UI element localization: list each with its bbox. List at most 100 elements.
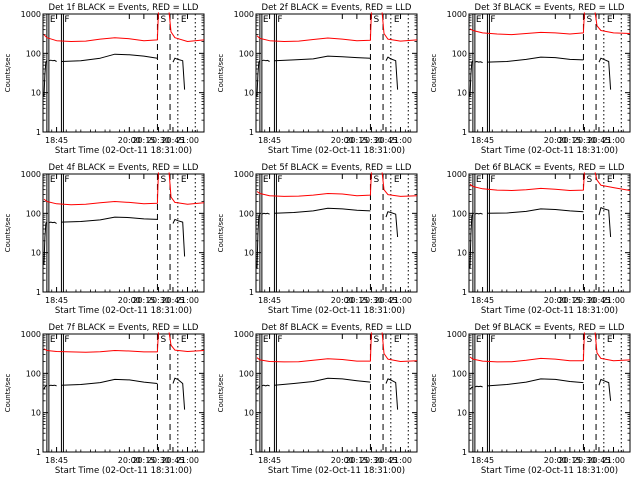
marker-label: E <box>263 335 269 345</box>
y-tick-label: 100 <box>239 369 254 378</box>
marker-label: E <box>263 15 269 25</box>
panel-title: Det 6f BLACK = Events, RED = LLD <box>475 163 625 173</box>
lld-series-line <box>168 332 205 352</box>
events-series-line <box>48 221 57 224</box>
x-tick-label: 20:00 <box>331 136 354 145</box>
x-tick-label: 20:00 <box>544 456 567 465</box>
x-tick-label: 20:15 <box>132 136 155 145</box>
lld-series-line <box>381 172 418 197</box>
lld-series-line <box>256 12 372 42</box>
y-tick-label: 1000 <box>234 330 254 339</box>
marker-label: F <box>490 175 495 185</box>
x-tick-label: 20:30 <box>573 456 596 465</box>
x-tick-label: 20:15 <box>558 296 581 305</box>
x-tick-label: 20:15 <box>558 136 581 145</box>
y-tick-label: 100 <box>452 49 467 58</box>
x-tick-label: 20:30 <box>573 296 596 305</box>
y-tick-label: 1000 <box>234 170 254 179</box>
y-axis-label: Counts/sec <box>217 374 225 413</box>
x-tick-label: 20:30 <box>360 296 383 305</box>
y-axis-label: Counts/sec <box>430 214 438 253</box>
x-tick-label: 21:00 <box>602 296 625 305</box>
plot-frame <box>468 173 631 293</box>
y-tick-label: 10 <box>457 249 467 258</box>
x-tick-label: 20:30 <box>147 136 170 145</box>
x-tick-label: 20:00 <box>544 136 567 145</box>
events-series-line <box>474 61 483 64</box>
lld-series-line <box>168 172 205 205</box>
y-tick-label: 1000 <box>234 10 254 19</box>
events-series-line <box>256 213 261 269</box>
y-tick-label: 100 <box>239 209 254 218</box>
lld-series-line <box>594 332 631 362</box>
x-tick-label: 20:30 <box>573 136 596 145</box>
x-tick-label: 21:00 <box>389 296 412 305</box>
events-series-line <box>274 377 371 386</box>
events-series-line <box>598 207 612 238</box>
y-tick-label: 1 <box>249 448 254 457</box>
x-tick-label: 20:30 <box>147 296 170 305</box>
events-series-line <box>256 60 261 97</box>
panel-title: Det 5f BLACK = Events, RED = LLD <box>262 163 412 173</box>
events-series-line <box>61 53 158 62</box>
plot-frame <box>42 13 205 133</box>
x-axis-label: Start Time (02-Oct-11 18:31:00) <box>55 466 192 476</box>
panel-title: Det 1f BLACK = Events, RED = LLD <box>49 3 199 13</box>
marker-label: E <box>394 175 400 185</box>
y-tick-label: 10 <box>31 409 41 418</box>
events-series-line <box>487 378 584 387</box>
events-series-line <box>474 212 483 215</box>
y-tick-label: 1 <box>249 128 254 137</box>
marker-label: E <box>50 335 56 345</box>
marker-label: S <box>160 335 166 345</box>
marker-label: E <box>394 335 400 345</box>
events-series-line <box>487 56 584 63</box>
events-series-line <box>469 213 474 269</box>
plot-frame <box>468 13 631 133</box>
events-series-line <box>172 377 186 410</box>
y-tick-label: 1000 <box>21 10 41 19</box>
marker-label: E <box>181 335 187 345</box>
x-tick-label: 18:45 <box>471 456 494 465</box>
events-series-line <box>172 57 186 90</box>
marker-label: E <box>263 175 269 185</box>
x-tick-label: 20:00 <box>118 296 141 305</box>
events-series-line <box>48 59 57 62</box>
events-series-line <box>274 207 371 214</box>
x-axis-label: Start Time (02-Oct-11 18:31:00) <box>55 306 192 316</box>
panel-title: Det 9f BLACK = Events, RED = LLD <box>475 323 625 333</box>
marker-label: E <box>607 15 613 25</box>
y-tick-label: 1000 <box>447 10 467 19</box>
x-tick-label: 20:00 <box>118 136 141 145</box>
y-tick-label: 1000 <box>21 330 41 339</box>
x-tick-label: 20:45 <box>587 296 610 305</box>
x-tick-label: 21:00 <box>176 296 199 305</box>
events-series-line <box>172 218 186 257</box>
x-axis-label: Start Time (02-Oct-11 18:31:00) <box>268 146 405 156</box>
events-series-line <box>474 385 483 388</box>
y-axis-label: Counts/sec <box>430 374 438 413</box>
x-tick-label: 20:15 <box>345 456 368 465</box>
marker-label: S <box>160 175 166 185</box>
detector-panel: Det 9f BLACK = Events, RED = LLD 1 10 100 10… <box>430 323 631 476</box>
x-tick-label: 21:00 <box>176 136 199 145</box>
lld-series-line <box>43 172 159 206</box>
x-tick-label: 20:00 <box>118 456 141 465</box>
events-series-line <box>598 378 612 401</box>
y-tick-label: 1 <box>36 288 41 297</box>
y-tick-label: 1 <box>36 448 41 457</box>
marker-label: S <box>586 335 592 345</box>
x-tick-label: 18:45 <box>258 296 281 305</box>
x-tick-label: 18:45 <box>45 296 68 305</box>
x-tick-label: 20:15 <box>132 296 155 305</box>
marker-label: S <box>586 15 592 25</box>
detector-panel: Det 5f BLACK = Events, RED = LLD 1 10 100 10… <box>217 163 418 316</box>
marker-label: F <box>64 15 69 25</box>
x-tick-label: 20:45 <box>161 456 184 465</box>
y-tick-label: 1000 <box>447 170 467 179</box>
x-tick-label: 20:15 <box>558 456 581 465</box>
x-axis-label: Start Time (02-Oct-11 18:31:00) <box>268 306 405 316</box>
x-tick-label: 21:00 <box>389 456 412 465</box>
